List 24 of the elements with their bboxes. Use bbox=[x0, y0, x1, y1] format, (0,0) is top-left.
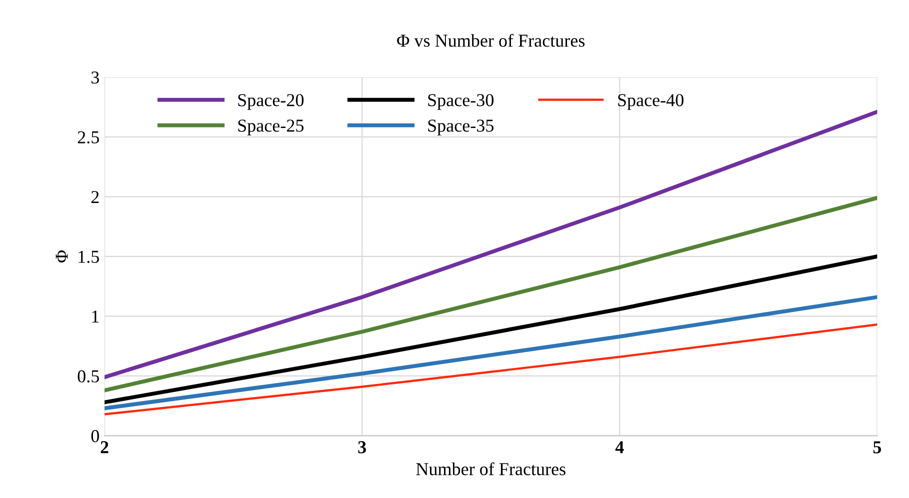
legend-label: Space-40 bbox=[618, 94, 684, 110]
y-tick-label: 0 bbox=[91, 430, 99, 442]
y-tick-label: 0.5 bbox=[78, 370, 99, 383]
legend-label: Space-30 bbox=[428, 94, 494, 110]
chart-title: Φ vs Number of Fractures bbox=[397, 34, 585, 47]
y-tick-label: 1 bbox=[92, 310, 99, 322]
line-series bbox=[104, 295, 878, 410]
legend-label: Space-35 bbox=[428, 120, 494, 136]
line-series bbox=[104, 254, 878, 404]
y-tick-label: 3 bbox=[92, 72, 99, 84]
y-tick-label: 1.5 bbox=[78, 250, 99, 263]
y-axis-title: Φ bbox=[56, 250, 68, 263]
x-tick-label: 3 bbox=[358, 441, 366, 454]
x-tick-label: 4 bbox=[615, 441, 624, 454]
line-series bbox=[104, 323, 878, 416]
x-tick-label: 5 bbox=[873, 441, 882, 454]
legend-label: Space-20 bbox=[238, 94, 304, 110]
legend-label: Space-25 bbox=[238, 120, 304, 136]
line-series bbox=[104, 196, 878, 392]
x-tick-label: 2 bbox=[100, 441, 108, 454]
y-tick-label: 2.5 bbox=[78, 131, 99, 144]
x-axis-title: Number of Fractures bbox=[416, 462, 566, 476]
line-series bbox=[104, 110, 878, 380]
y-tick-label: 2 bbox=[91, 191, 99, 203]
